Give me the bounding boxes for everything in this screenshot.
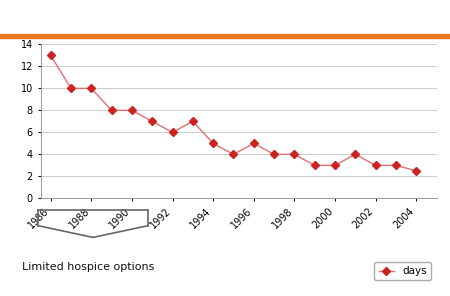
Text: Limited hospice options: Limited hospice options xyxy=(22,262,154,272)
Text: www.medscape.com: www.medscape.com xyxy=(165,8,285,21)
Legend: days: days xyxy=(374,262,431,280)
Text: Medscape®: Medscape® xyxy=(9,8,87,21)
Bar xyxy=(0,34,450,38)
